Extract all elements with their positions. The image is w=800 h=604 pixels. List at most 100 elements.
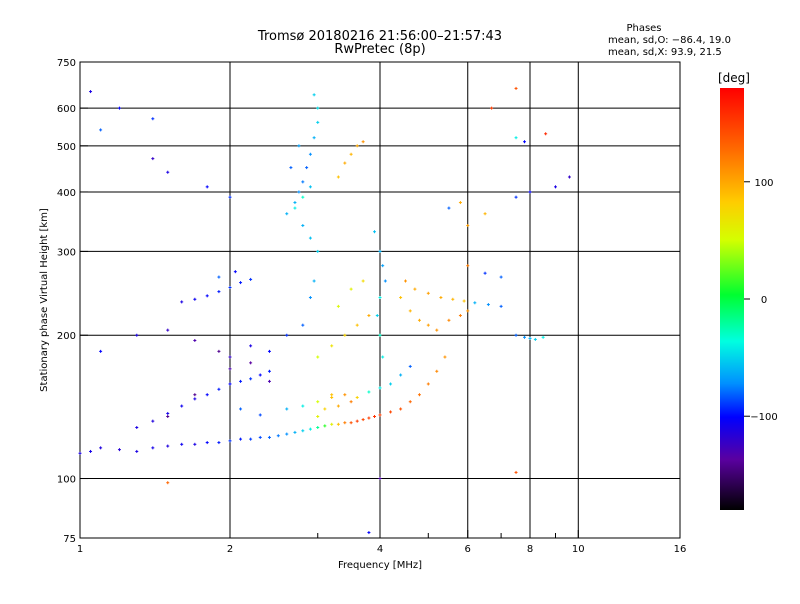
data-point (533, 337, 537, 341)
data-point (258, 413, 262, 417)
data-point (361, 140, 365, 144)
colorbar-tick-label: 100 (754, 178, 773, 189)
data-point (193, 393, 197, 397)
data-point (308, 236, 312, 240)
data-point (305, 166, 309, 170)
data-point (447, 318, 451, 322)
data-point (205, 393, 209, 397)
y-ticks: 750 600 500 400 300 200 100 75 (57, 58, 88, 545)
data-point (217, 275, 221, 279)
data-point (308, 427, 312, 431)
data-point (180, 300, 184, 304)
data-point (217, 349, 221, 353)
data-point (381, 355, 385, 359)
x-tick-label: 8 (527, 544, 533, 555)
y-tick-label: 750 (57, 58, 76, 69)
data-point (301, 224, 305, 228)
data-point (355, 323, 359, 327)
data-point (514, 333, 518, 337)
data-point (330, 422, 334, 426)
data-point (399, 296, 403, 300)
data-point (301, 323, 305, 327)
data-point (228, 367, 232, 371)
data-point (205, 441, 209, 445)
y-tick-label: 500 (57, 142, 76, 153)
colorbar-ticks: 100 0 −100 (744, 178, 778, 423)
data-point (135, 333, 139, 337)
data-point (541, 335, 545, 339)
data-point (228, 195, 232, 199)
data-point (375, 314, 379, 318)
y-tick-label: 100 (57, 475, 76, 486)
data-point (330, 395, 334, 399)
data-point (528, 336, 532, 340)
data-point (389, 382, 393, 386)
data-point (166, 170, 170, 174)
data-point (301, 404, 305, 408)
data-point (193, 297, 197, 301)
data-point (301, 429, 305, 433)
data-point (426, 291, 430, 295)
data-point (355, 395, 359, 399)
x-tick-label: 6 (465, 544, 471, 555)
data-point (99, 128, 103, 132)
data-point (239, 407, 243, 411)
data-point (514, 136, 518, 140)
data-point (151, 419, 155, 423)
data-point (408, 400, 412, 404)
y-tick-label: 300 (57, 247, 76, 258)
data-point (135, 449, 139, 453)
data-point (249, 437, 253, 441)
data-point (378, 296, 382, 300)
data-point (180, 442, 184, 446)
y-axis-title: Stationary phase Virtual Height [km] (39, 208, 50, 392)
phases-heading: Phases (626, 23, 661, 34)
data-point (267, 435, 271, 439)
data-point (330, 344, 334, 348)
grid-lines (80, 62, 680, 538)
data-point (439, 296, 443, 300)
x-tick-label: 10 (572, 544, 585, 555)
data-point (499, 275, 503, 279)
data-point (426, 323, 430, 327)
data-point (166, 328, 170, 332)
data-point (378, 413, 382, 417)
data-point (249, 277, 253, 281)
data-point (276, 434, 280, 438)
data-point (523, 335, 527, 339)
data-point (267, 369, 271, 373)
data-point (355, 144, 359, 148)
data-point (308, 152, 312, 156)
data-point (89, 449, 93, 453)
data-point (447, 206, 451, 210)
colorbar-gradient (720, 88, 744, 510)
data-point (308, 296, 312, 300)
data-point (205, 185, 209, 189)
data-point (151, 117, 155, 121)
data-point (217, 387, 221, 391)
y-tick-label: 600 (57, 104, 76, 115)
x-ticks: 1 2 4 6 8 10 16 (77, 530, 686, 555)
data-point (336, 422, 340, 426)
data-point (301, 180, 305, 184)
data-point (293, 430, 297, 434)
data-point (99, 446, 103, 450)
data-point (473, 301, 477, 305)
data-point (443, 355, 447, 359)
data-point (316, 106, 320, 110)
phases-x-stats: mean, sd,X: 93.9, 21.5 (608, 47, 722, 58)
data-point (466, 264, 470, 268)
data-point (285, 333, 289, 337)
x-tick-label: 2 (227, 544, 233, 555)
data-point (249, 377, 253, 381)
data-point (217, 441, 221, 445)
data-point (166, 481, 170, 485)
data-point (378, 477, 382, 481)
y-tick-label: 75 (63, 534, 76, 545)
data-point (293, 201, 297, 205)
data-point (389, 410, 393, 414)
data-point (228, 355, 232, 359)
data-point (151, 157, 155, 161)
data-point (514, 470, 518, 474)
